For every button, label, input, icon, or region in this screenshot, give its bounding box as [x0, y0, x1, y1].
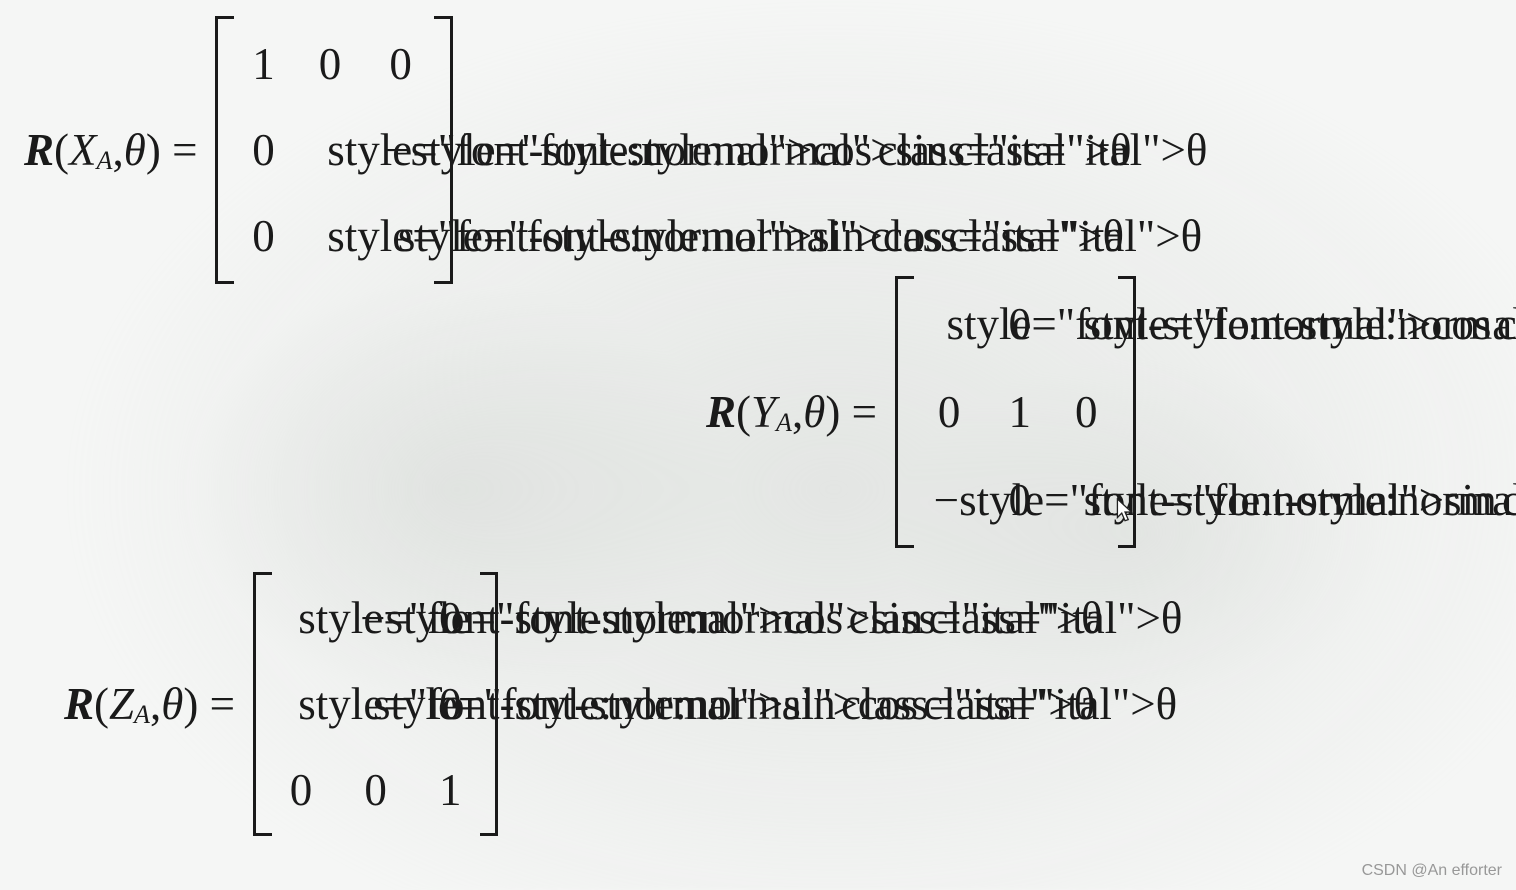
matrix-cell: 0 — [319, 38, 342, 90]
bracket-left — [215, 16, 234, 284]
matrix-cell: style="font-style:normal">sinclass="ital… — [1084, 298, 1089, 350]
bracket-right — [480, 572, 499, 836]
matrix-cell: style="font-style:normal">cosclass="ital… — [373, 678, 378, 730]
matrix-cell: 1 — [439, 764, 462, 816]
theta: θ — [803, 386, 825, 438]
matrix-grid: style="font-style:normal">cosclass="ital… — [914, 276, 1118, 548]
equation-rz: R ( Z A , θ ) = style="font-style:normal… — [64, 572, 498, 836]
matrix-cell: style="font-style:normal">cosclass="ital… — [327, 124, 332, 176]
close-paren: ) — [825, 386, 840, 438]
matrix-cell: 0 — [439, 678, 462, 730]
comma: , — [112, 124, 123, 176]
equals-sign: = — [172, 124, 197, 176]
axis-subscript: A — [97, 146, 113, 176]
matrix-ry: style="font-style:normal">cosclass="ital… — [895, 276, 1136, 548]
matrix-cell: 0 — [1009, 298, 1032, 350]
comma: , — [150, 678, 161, 730]
axis-var: X — [69, 124, 97, 176]
matrix-cell: 0 — [252, 210, 275, 262]
matrix-cell: style="font-style:normal">cosclass="ital… — [946, 298, 951, 350]
theta: θ — [161, 678, 183, 730]
bracket-right — [434, 16, 453, 284]
equation-rx: R ( X A , θ ) = 1000style="font-style:no… — [24, 16, 453, 284]
matrix-cell: −style="font-style:normal">sinclass="ita… — [385, 124, 416, 176]
open-paren: ( — [736, 386, 751, 438]
matrix-cell: 0 — [1009, 474, 1032, 526]
matrix-rz: style="font-style:normal">cosclass="ital… — [253, 572, 498, 836]
matrix-cell: −style="font-style:normal">sinclass="ita… — [360, 592, 391, 644]
matrix-cell: 0 — [364, 764, 387, 816]
matrix-grid: 1000style="font-style:normal">cosclass="… — [234, 16, 434, 284]
matrix-cell: style="font-style:normal">sinclass="ital… — [298, 678, 303, 730]
matrix-cell: style="font-style:normal">cosclass="ital… — [298, 592, 303, 644]
watermark-text: CSDN @An efforter — [1362, 862, 1502, 880]
matrix-rx: 1000style="font-style:normal">cosclass="… — [215, 16, 452, 284]
matrix-cell: 1 — [1009, 386, 1032, 438]
close-paren: ) — [183, 678, 198, 730]
axis-var: Y — [751, 386, 776, 438]
bracket-left — [895, 276, 914, 548]
axis-subscript: A — [134, 700, 150, 730]
matrix-cell: −style="font-style:normal">sinclass="ita… — [934, 474, 965, 526]
axis-var: Z — [109, 678, 134, 730]
symbol-R: R — [24, 124, 54, 176]
matrix-cell: 0 — [290, 764, 313, 816]
symbol-R: R — [706, 386, 736, 438]
matrix-cell: 1 — [252, 38, 275, 90]
lhs-rx: R ( X A , θ ) = — [24, 124, 209, 176]
theta: θ — [124, 124, 146, 176]
equals-sign: = — [852, 386, 877, 438]
symbol-R: R — [64, 678, 94, 730]
axis-subscript: A — [776, 408, 792, 438]
comma: , — [792, 386, 803, 438]
open-paren: ( — [94, 678, 109, 730]
lhs-ry: R ( Y A , θ ) = — [706, 386, 888, 438]
cursor-icon — [1116, 498, 1134, 524]
matrix-cell: style="font-style:normal">sinclass="ital… — [327, 210, 332, 262]
matrix-cell: style="font-style:normal">cosclass="ital… — [398, 210, 403, 262]
lhs-rz: R ( Z A , θ ) = — [64, 678, 246, 730]
matrix-cell: style="font-style:normal">cosclass="ital… — [1084, 474, 1089, 526]
matrix-cell: 0 — [252, 124, 275, 176]
bracket-left — [253, 572, 272, 836]
matrix-cell: 0 — [439, 592, 462, 644]
matrix-cell: 0 — [1075, 386, 1098, 438]
matrix-cell: 0 — [389, 38, 412, 90]
matrix-cell: 0 — [938, 386, 961, 438]
close-paren: ) — [146, 124, 161, 176]
equals-sign: = — [210, 678, 235, 730]
equation-ry: R ( Y A , θ ) = style="font-style:normal… — [706, 276, 1136, 548]
open-paren: ( — [54, 124, 69, 176]
matrix-grid: style="font-style:normal">cosclass="ital… — [272, 572, 480, 836]
